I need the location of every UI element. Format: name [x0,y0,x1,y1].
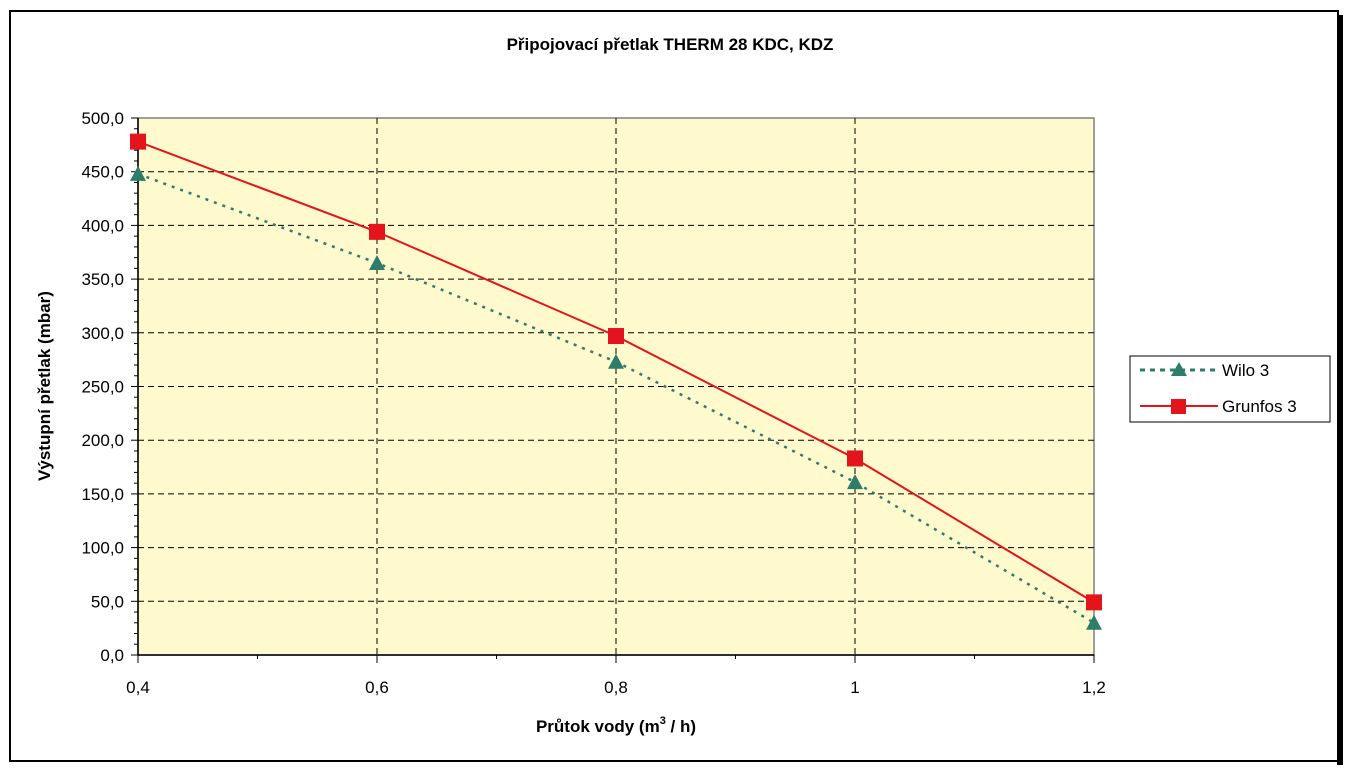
y-tick-label: 500,0 [81,109,124,128]
data-point-wilo [1086,614,1102,630]
y-tick-label: 100,0 [81,539,124,558]
legend-label-wilo: Wilo 3 [1222,361,1269,380]
x-tick-label: 1 [850,678,859,697]
plot-area [137,117,1095,656]
data-point-wilo [369,254,385,270]
data-point-grunfos [369,223,385,240]
y-tick-label: 50,0 [91,592,124,611]
y-axis-label: Výstupní přetlak (mbar) [35,291,54,481]
legend: Wilo 3 Grunfos 3 [1129,355,1331,423]
series-layer [130,133,1102,630]
axis-layer: 0,0 50,0 100,0 150,0 200,0 250,0 300,0 350,0 400… [81,109,1105,697]
y-tick-label: 200,0 [81,431,124,450]
x-tick-label: 1,2 [1082,678,1106,697]
y-tick-label: 300,0 [81,324,124,343]
x-tick-label: 0,6 [365,678,389,697]
legend-label-grunfos: Grunfos 3 [1222,397,1297,416]
data-point-wilo [847,474,863,490]
data-point-grunfos [847,450,863,467]
y-tick-label: 350,0 [81,270,124,289]
y-tick-label: 450,0 [81,163,124,182]
chart-shadow-right [1337,15,1343,765]
data-point-grunfos [1086,594,1102,611]
data-point-wilo [608,353,624,369]
x-axis-label-superscript: 3 [660,715,666,727]
x-tick-label: 0,8 [604,678,628,697]
y-tick-label: 400,0 [81,216,124,235]
chart-title: Připojovací přetlak THERM 28 KDC, KDZ [507,35,834,54]
y-tick-label: 150,0 [81,485,124,504]
x-axis-label-tail: / h) [666,717,696,736]
legend-marker-grunfos [1171,399,1186,414]
x-axis-label-main: Průtok vody (m [536,717,660,736]
legend-box [1129,355,1331,423]
y-tick-label: 0,0 [100,646,124,665]
y-tick-label: 250,0 [81,378,124,397]
legend-marker-wilo [1171,362,1187,376]
x-axis-label: Průtok vody (m3 / h) [536,715,696,736]
data-point-wilo [130,165,146,181]
data-point-grunfos [608,328,624,345]
data-point-grunfos [130,133,146,150]
x-tick-label: 0,4 [126,678,150,697]
